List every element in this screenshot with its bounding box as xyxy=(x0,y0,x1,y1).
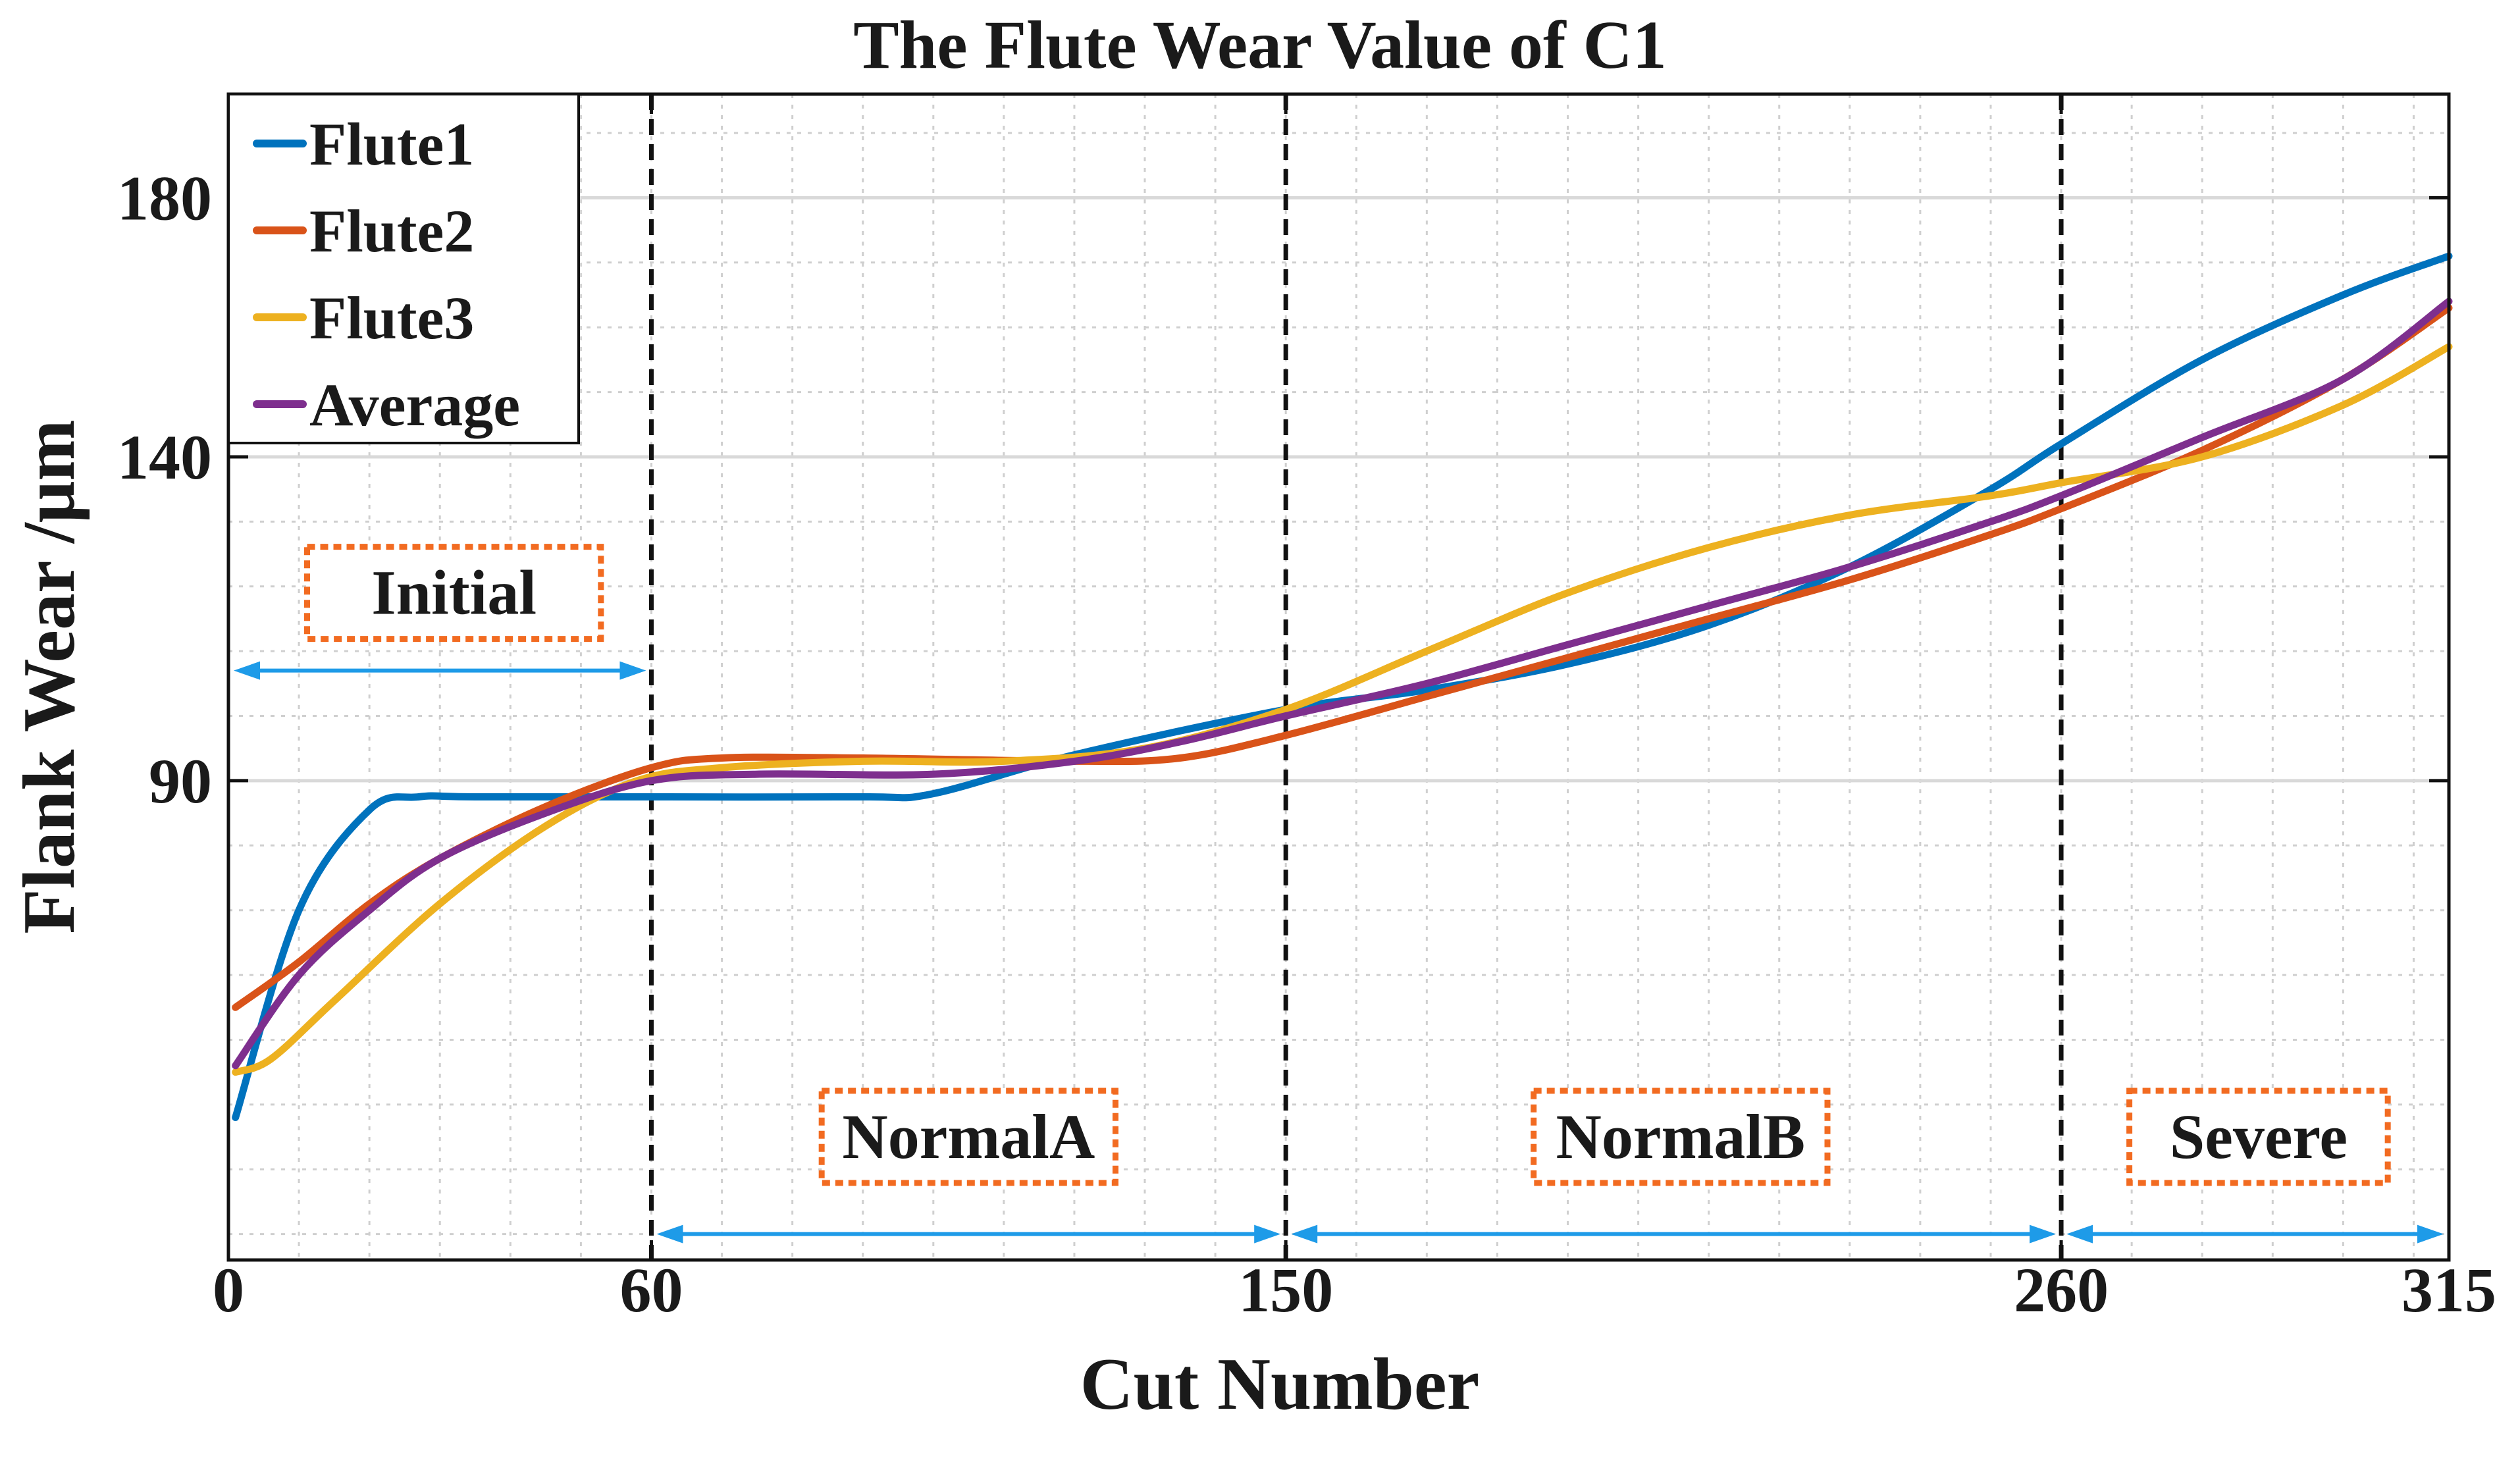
phase-label-box xyxy=(818,1088,1118,1186)
legend-label-average: Average xyxy=(309,371,520,438)
x-tick-label: 0 xyxy=(213,1255,244,1325)
phase-label-text: Severe xyxy=(2170,1101,2348,1172)
chart-title: The Flute Wear Value of C1 xyxy=(853,7,1667,83)
legend-label-flute2: Flute2 xyxy=(309,197,474,265)
phase-arrow-head-left xyxy=(656,1224,683,1244)
legend-label-flute1: Flute1 xyxy=(309,111,474,178)
legend-label-flute3: Flute3 xyxy=(309,284,474,352)
y-axis-label: Flank Wear /μm xyxy=(9,419,90,933)
x-axis-label: Cut Number xyxy=(1080,1344,1480,1425)
series-line-flute3 xyxy=(232,343,2453,1076)
legend: Flute1 Flute2 Flute3 Average xyxy=(227,93,580,444)
annotations: Initial NormalA NormalB Severe xyxy=(234,544,2444,1244)
x-tick-label: 150 xyxy=(1238,1255,1333,1325)
phase-arrow-head-right xyxy=(2417,1224,2444,1244)
phase-label-box xyxy=(303,544,604,642)
phase-label-text: NormalA xyxy=(842,1101,1095,1172)
axis-ticks: 0 60 150 260 315 90 140 180 xyxy=(117,94,2496,1325)
phase-arrow-head-left xyxy=(1291,1224,1318,1244)
phase-arrow-head-right xyxy=(2030,1224,2057,1244)
y-tick-label: 90 xyxy=(149,746,212,816)
series-group xyxy=(232,252,2453,1121)
phase-label-text: Initial xyxy=(371,558,537,628)
series-line-average xyxy=(232,298,2453,1070)
phase-arrow-head-right xyxy=(1254,1224,1281,1244)
x-tick-label: 260 xyxy=(2014,1255,2109,1325)
x-tick-label: 60 xyxy=(619,1255,683,1325)
x-tick-label: 315 xyxy=(2402,1255,2496,1325)
phase-lines xyxy=(648,94,2064,1260)
y-tick-label: 180 xyxy=(117,163,212,233)
phase-arrow-head-right xyxy=(619,661,646,680)
phase-label-text: NormalB xyxy=(1556,1101,1806,1172)
phase-label-box xyxy=(2126,1088,2391,1186)
phase-label-box xyxy=(1531,1088,1831,1186)
phase-arrow-head-left xyxy=(2066,1224,2093,1244)
phase-arrow-head-left xyxy=(234,661,260,680)
plot-frame xyxy=(226,92,2451,1262)
y-tick-label: 140 xyxy=(117,422,212,492)
legend-box xyxy=(227,93,580,444)
